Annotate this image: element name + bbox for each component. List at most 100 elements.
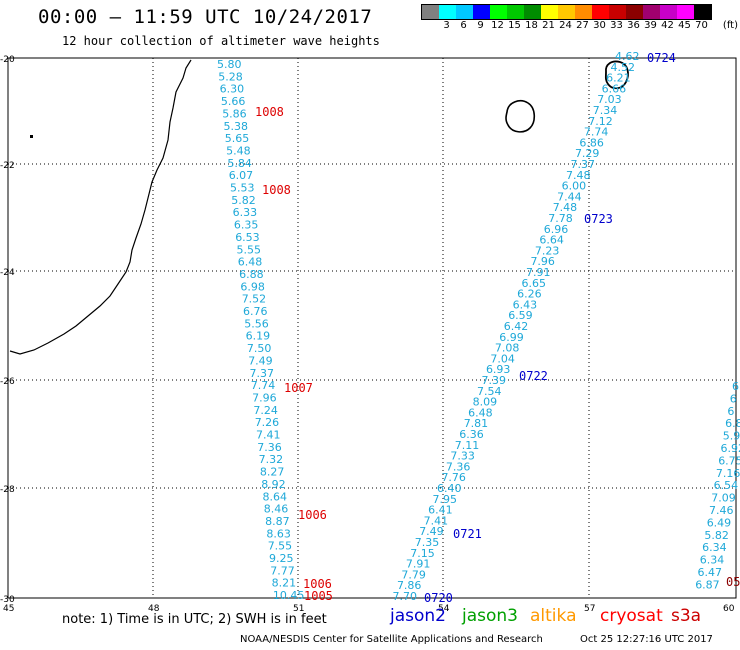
wave-height-label: 6.59	[508, 309, 533, 322]
pressure-label: 1005	[304, 589, 333, 603]
wave-height-label: 7.37	[571, 158, 596, 171]
wave-height-label: 7.41	[424, 514, 449, 527]
wave-height-label: 7.91	[526, 266, 551, 279]
wave-height-label: 8.63	[266, 527, 291, 540]
latitude-label: -20	[0, 55, 15, 65]
satellite-legend-altika: altika	[530, 606, 577, 626]
scale-swatch	[473, 5, 490, 19]
scale-swatch	[490, 5, 507, 19]
wave-height-color-scale: 3 6 9 12 15 18 21 24 27 30 33 36 39 42 45 70 (ft)	[421, 4, 738, 31]
scale-tick-label: 45	[678, 20, 691, 31]
wave-height-label: 9.25	[269, 552, 294, 565]
wave-height-label: 7.08	[495, 342, 519, 355]
pressure-label: 1007	[284, 381, 313, 395]
generated-timestamp: Oct 25 12:27:16 UTC 2017	[580, 634, 713, 645]
scale-swatch	[439, 5, 456, 19]
wave-height-label: 7.49	[419, 525, 444, 538]
wave-height-label: 5.55	[237, 243, 262, 256]
wave-height-label: 6.88	[239, 268, 264, 281]
latitude-label: -22	[0, 161, 15, 171]
wave-height-label: 5.66	[221, 95, 246, 108]
wave-height-label: 6.33	[233, 206, 258, 219]
wave-height-label: 6.98	[240, 280, 265, 293]
wave-height-label: 7.81	[464, 417, 489, 430]
partial-label: 05	[726, 575, 740, 589]
wave-height-label: 7.35	[415, 536, 440, 549]
wave-height-label: 6.07	[229, 169, 254, 182]
wave-height-label: 7.32	[259, 453, 284, 466]
wave-height-label: 7.37	[250, 367, 275, 380]
pass-time-label: 0721	[453, 527, 482, 541]
wave-height-label: 6.65	[522, 277, 547, 290]
wave-height-label: 7.74	[251, 379, 275, 392]
longitude-label: 51	[293, 604, 304, 614]
wave-height-label: 7.24	[253, 404, 278, 417]
credit-line: NOAA/NESDIS Center for Satellite Applica…	[240, 634, 543, 645]
wave-height-label: 5.65	[225, 132, 250, 145]
small-island	[30, 135, 33, 138]
latitude-label: -24	[0, 268, 15, 278]
pass-time-label: 0724	[647, 51, 676, 65]
wave-height-label: 8.46	[264, 503, 289, 516]
satellite-legend-jason3: jason3	[462, 606, 518, 626]
scale-tick-label: 27	[576, 20, 589, 31]
wave-height-label: 5.82	[704, 529, 729, 542]
wave-height-label: 6.21	[606, 72, 631, 85]
wave-height-label: 7.77	[270, 564, 295, 577]
wave-height-label: 7.79	[401, 568, 426, 581]
wave-height-label: 7.04	[490, 352, 515, 365]
wave-height-label: 5.80	[217, 58, 242, 71]
wave-height-label: 7.03	[597, 93, 622, 106]
wave-height-label: 5.56	[244, 317, 268, 330]
wave-height-label: 6.75	[718, 454, 740, 467]
scale-swatch	[575, 5, 592, 19]
wave-height-label: 5.86	[222, 107, 247, 120]
wave-height-label: 7.29	[575, 147, 600, 160]
scale-swatch	[626, 5, 643, 19]
wave-height-label: 6.35	[234, 219, 259, 232]
wave-height-label: 7.96	[252, 391, 277, 404]
scale-swatches	[421, 4, 712, 20]
scale-tick-label: 9	[477, 20, 484, 31]
scale-tick-label: 15	[508, 20, 521, 31]
scale-tick-label: 21	[542, 20, 555, 31]
scale-unit: (ft)	[722, 20, 738, 31]
wave-height-label: 7.55	[268, 540, 293, 553]
satellite-legend-s3a: s3a	[671, 606, 702, 626]
wave-height-label: 7.48	[566, 169, 591, 182]
scale-swatch	[524, 5, 541, 19]
wave-height-label: 7.86	[397, 579, 422, 592]
wave-height-label: 6.64	[539, 234, 564, 247]
wave-height-label: 7.09	[711, 492, 736, 505]
wave-height-label: 7.12	[588, 115, 613, 128]
wave-height-label: 5.82	[231, 194, 256, 207]
wave-height-label: 7.36	[446, 460, 471, 473]
wave-height-label: 7.96	[530, 255, 555, 268]
wave-height-label: 7.39	[482, 374, 507, 387]
scale-swatch	[660, 5, 677, 19]
wave-height-label: 6.43	[513, 298, 538, 311]
wave-height-label: 7.52	[242, 293, 267, 306]
madagascar-coastline	[9, 59, 192, 355]
latitude-label: -28	[0, 485, 15, 495]
mauritius-island-outline	[604, 60, 629, 90]
wave-height-label: 6.30	[220, 83, 245, 96]
longitude-label: 54	[438, 604, 450, 614]
satellite-legend-jason2: jason2	[390, 606, 446, 626]
latitude-label: -26	[0, 377, 15, 387]
wave-height-label: 6.66	[602, 82, 627, 95]
wave-height-label: 6.92	[721, 442, 740, 455]
wave-height-label: 6	[730, 392, 737, 405]
scale-tick-label: 12	[491, 20, 504, 31]
pass-time-label: 0722	[519, 369, 548, 383]
wave-height-label: 7.26	[255, 416, 280, 429]
wave-height-label: 6.49	[707, 516, 732, 529]
wave-height-label: 6.54	[714, 479, 739, 492]
wave-height-label: 6.87	[695, 578, 720, 591]
wave-height-label: 6.93	[486, 363, 511, 376]
scale-tick-label: 18	[525, 20, 538, 31]
wave-height-label: 7.23	[535, 244, 560, 257]
wave-height-label: 6.86	[579, 136, 604, 149]
scale-swatch	[694, 5, 711, 19]
